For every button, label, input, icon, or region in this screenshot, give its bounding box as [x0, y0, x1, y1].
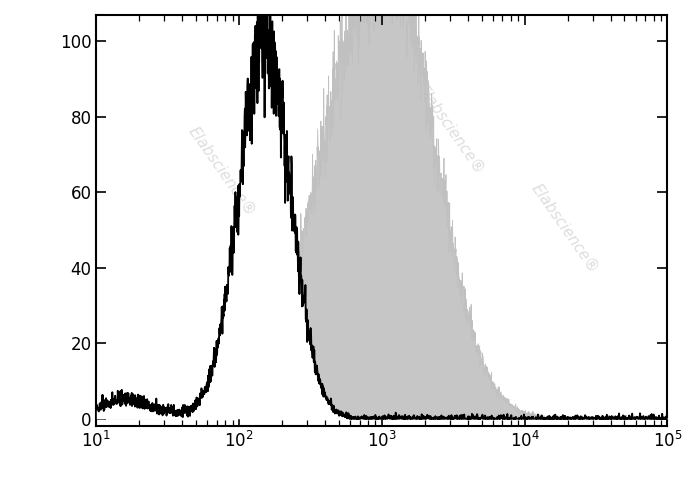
Text: Elabscience®: Elabscience® — [414, 82, 487, 177]
Text: Elabscience®: Elabscience® — [317, 235, 389, 330]
Text: Elabscience®: Elabscience® — [186, 123, 259, 219]
Text: Elabscience®: Elabscience® — [528, 181, 601, 276]
